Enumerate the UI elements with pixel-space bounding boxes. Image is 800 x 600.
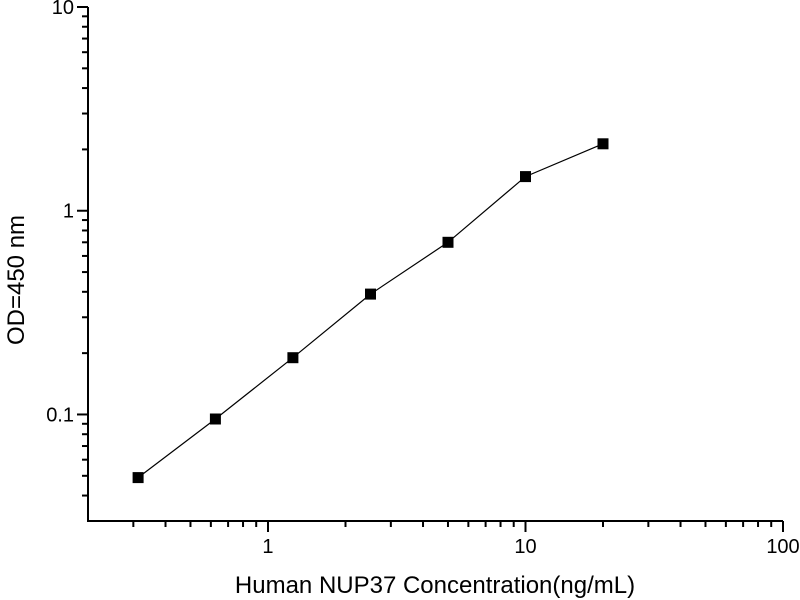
data-point-marker [287,352,299,364]
data-point-marker [520,171,531,183]
data-point-marker [132,472,144,484]
y-axis-title: OD=450 nm [3,215,30,345]
x-tick-label: 100 [766,536,799,558]
y-tick-label: 1 [63,201,74,223]
y-tick-label: 0.1 [46,404,74,426]
data-point-marker [365,288,376,300]
x-tick-label: 1 [262,536,273,558]
data-point-marker [442,236,454,248]
series-line [137,143,604,479]
plot-area: 1 10 100 0.1 1 10 [46,0,800,558]
data-point-marker [597,138,609,150]
x-axis-title: Human NUP37 Concentration(ng/mL) [235,572,635,599]
y-tick-label: 10 [52,0,74,19]
x-tick-label: 10 [514,536,536,558]
data-point-marker [209,413,221,425]
